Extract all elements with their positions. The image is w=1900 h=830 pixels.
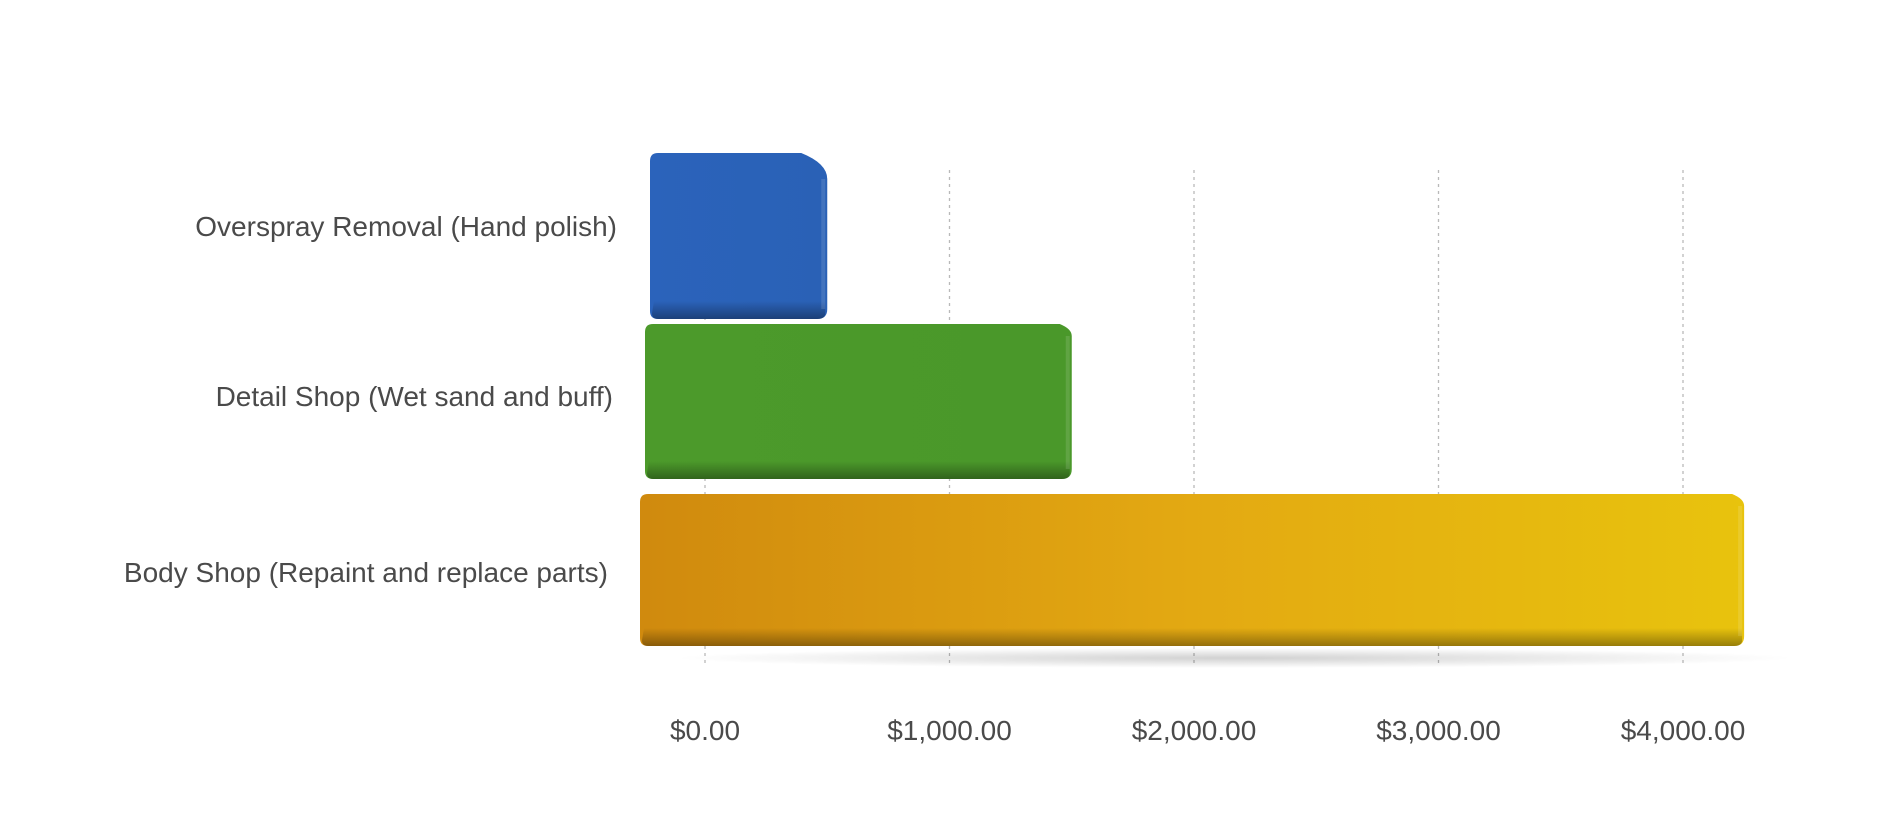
bar-group xyxy=(650,153,828,319)
bar-group xyxy=(645,324,1072,479)
bar-bottom-shade xyxy=(642,628,1743,646)
bar-edge-highlight xyxy=(821,179,826,309)
category-label: Detail Shop (Wet sand and buff) xyxy=(216,381,613,412)
bar xyxy=(640,494,1745,646)
x-tick-label: $1,000.00 xyxy=(887,715,1012,746)
x-tick-label: $2,000.00 xyxy=(1132,715,1257,746)
bar xyxy=(645,324,1072,479)
category-label: Overspray Removal (Hand polish) xyxy=(195,211,617,242)
x-axis-tick-labels: $0.00 $1,000.00 $2,000.00 $3,000.00 $4,000.0… xyxy=(670,715,1745,746)
bar-edge-highlight xyxy=(1738,506,1743,636)
bar xyxy=(650,153,828,319)
x-tick-label: $0.00 xyxy=(670,715,740,746)
bar-bottom-shade xyxy=(647,461,1070,479)
floor-shadow xyxy=(675,648,1795,668)
x-tick-label: $4,000.00 xyxy=(1621,715,1746,746)
category-labels: Overspray Removal (Hand polish) Detail Sh… xyxy=(124,211,617,588)
bar-group xyxy=(640,494,1745,646)
bar-edge-highlight xyxy=(1065,336,1070,469)
bar-shadows xyxy=(675,648,1795,668)
bars xyxy=(640,153,1745,646)
bar-bottom-shade xyxy=(652,301,826,319)
x-tick-label: $3,000.00 xyxy=(1376,715,1501,746)
category-label: Body Shop (Repaint and replace parts) xyxy=(124,557,608,588)
